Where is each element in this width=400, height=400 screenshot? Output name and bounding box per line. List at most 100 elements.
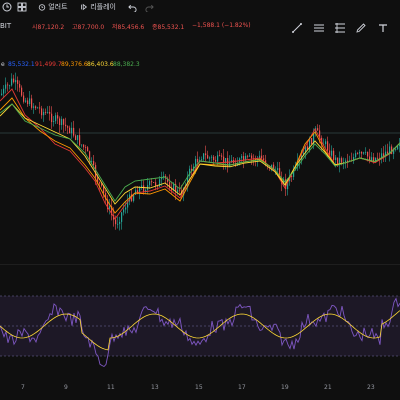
candle-body [383, 153, 385, 157]
symbol-name[interactable]: BIT [0, 22, 12, 30]
candle-body [271, 164, 273, 168]
candle-body [83, 144, 85, 148]
candle-body [221, 155, 223, 157]
candle-body [23, 95, 25, 102]
trend-line-icon[interactable] [291, 22, 303, 34]
candle-body [47, 112, 49, 113]
candle-body [107, 199, 109, 210]
candle-body [13, 78, 15, 83]
candle-body [337, 157, 339, 165]
alert-button[interactable]: 얼러트 [38, 2, 68, 12]
redo-icon[interactable] [145, 2, 154, 12]
candle-body [155, 182, 157, 186]
candle-body [125, 207, 127, 210]
pen-icon[interactable] [355, 22, 367, 34]
candle-body [17, 80, 19, 84]
candle-body [3, 88, 5, 94]
ma-legend-value: 91,499.7 [35, 61, 62, 68]
candle-body [153, 182, 155, 183]
x-axis-label: 15 [195, 384, 203, 391]
candle-body [97, 177, 99, 183]
candle-body [279, 168, 281, 179]
candle-body [303, 152, 305, 156]
candle-body [373, 157, 375, 162]
candle-body [159, 179, 161, 187]
candle-body [219, 155, 221, 157]
candle-body [367, 151, 369, 157]
alarm-clock-icon [38, 4, 46, 11]
candle-body [71, 127, 73, 134]
candle-body [247, 155, 249, 157]
candle-body [91, 161, 93, 162]
rsi-ma-line [0, 310, 400, 351]
candle-body [99, 182, 101, 184]
x-axis-label: 7 [21, 384, 25, 391]
candle-body [9, 85, 11, 87]
candle-body [7, 84, 9, 86]
candle-body [15, 80, 17, 83]
candle-body [307, 146, 309, 151]
candle-body [311, 137, 313, 145]
candle-body [67, 126, 69, 128]
replay-button[interactable]: 리플레이 [80, 2, 116, 12]
candle-body [161, 177, 163, 180]
candle-body [293, 168, 295, 177]
candle-body [127, 201, 129, 208]
x-axis-label: 11 [107, 384, 115, 391]
candle-body [249, 155, 251, 157]
candle-body [167, 178, 169, 182]
candle-body [243, 156, 245, 161]
candle-body [19, 83, 21, 88]
ma-legend-value: 88,382.3 [113, 61, 140, 68]
candle-body [87, 147, 89, 152]
candle-body [341, 158, 343, 163]
price-chart[interactable] [0, 0, 400, 264]
candle-body [49, 112, 51, 114]
candle-body [35, 106, 37, 109]
candle-body [389, 146, 391, 154]
candle-body [111, 206, 113, 215]
candle-body [235, 162, 237, 166]
candle-body [41, 108, 43, 116]
candle-body [207, 155, 209, 159]
candle-body [359, 152, 361, 154]
candle-body [365, 151, 367, 153]
candle-body [123, 209, 125, 213]
candle-body [241, 156, 243, 159]
ohlc-open: 시87,120.2 [32, 24, 65, 31]
candle-body [217, 155, 219, 162]
candle-body [287, 181, 289, 190]
candle-body [143, 185, 145, 192]
candle-body [195, 158, 197, 167]
candle-body [65, 124, 67, 127]
candle-body [141, 185, 143, 188]
candle-body [327, 141, 329, 151]
candle-body [45, 111, 47, 113]
pitchfork-icon[interactable] [334, 22, 346, 34]
candle-body [363, 152, 365, 154]
candle-body [317, 128, 319, 131]
undo-icon[interactable] [128, 2, 137, 12]
candle-body [283, 179, 285, 184]
candle-body [325, 141, 327, 145]
candle-body [273, 164, 275, 171]
candle-body [31, 98, 33, 108]
moving-average-line [0, 103, 400, 202]
horizontal-lines-icon[interactable] [313, 22, 325, 34]
layout-grid-icon[interactable] [17, 2, 27, 12]
clock-icon[interactable] [2, 2, 12, 12]
ohlc-change: −1,588.1 (−1.82%) [192, 22, 251, 29]
candle-body [69, 127, 71, 134]
candle-body [149, 181, 151, 186]
candle-body [61, 119, 63, 126]
candle-body [259, 155, 261, 159]
candle-body [169, 181, 171, 188]
x-axis-label: 13 [151, 384, 159, 391]
candle-body [59, 118, 61, 126]
text-tool-icon[interactable] [377, 22, 389, 34]
candle-body [371, 157, 373, 161]
candle-body [335, 157, 337, 160]
candle-body [397, 145, 399, 150]
candle-body [191, 168, 193, 171]
candle-body [53, 121, 55, 123]
